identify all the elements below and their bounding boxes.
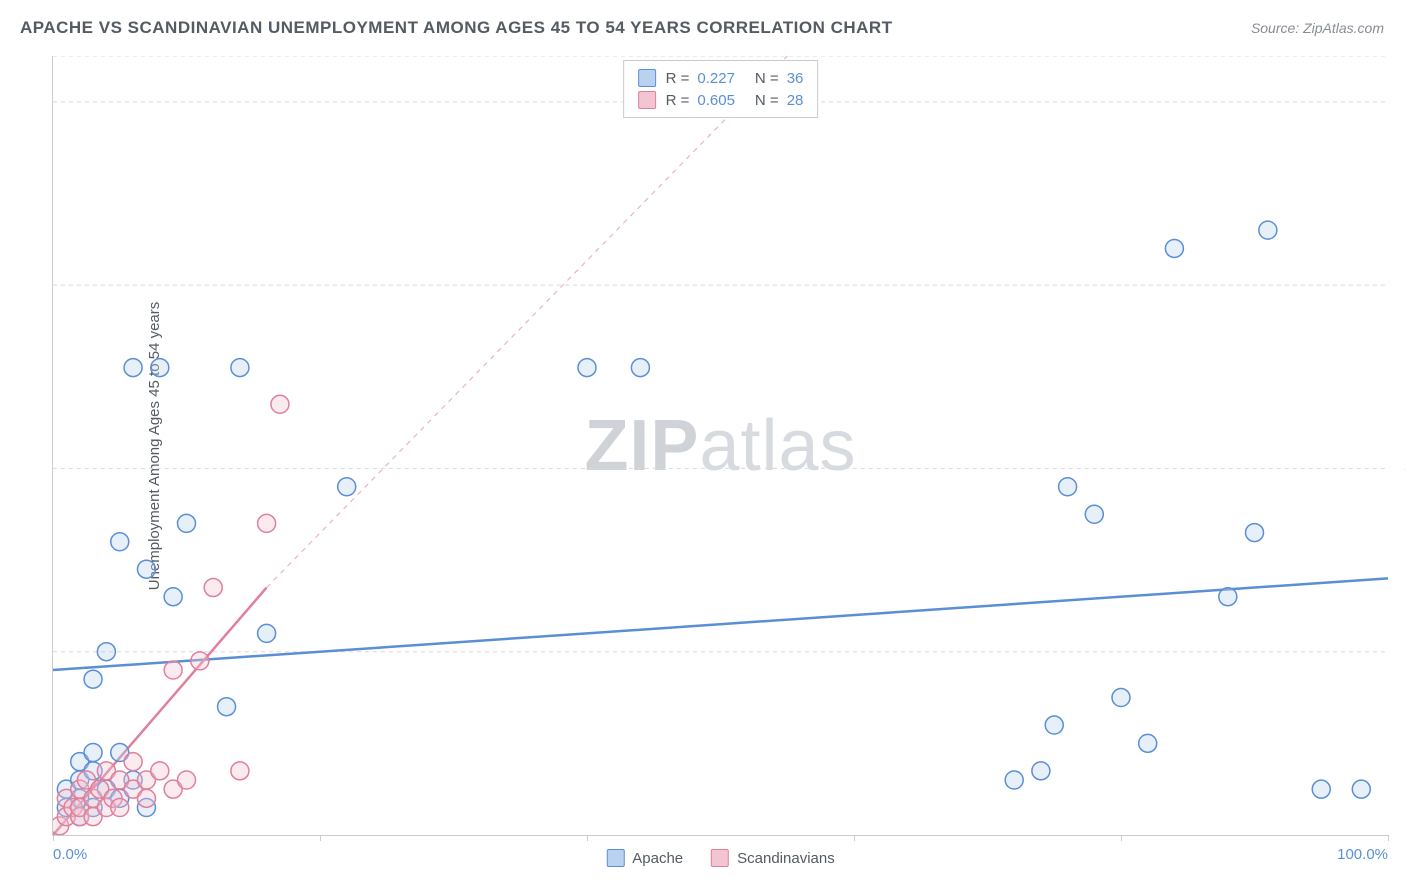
series-legend: Apache Scandinavians	[606, 849, 834, 867]
r-label: R =	[666, 92, 690, 109]
legend-item-scandinavians: Scandinavians	[711, 849, 835, 867]
x-tick-mark	[1121, 835, 1122, 841]
swatch-apache	[606, 849, 624, 867]
n-label: N =	[755, 92, 779, 109]
n-value-apache: 36	[787, 70, 804, 87]
n-value-scandinavians: 28	[787, 92, 804, 109]
x-tick-mark	[854, 835, 855, 841]
legend-item-apache: Apache	[606, 849, 683, 867]
legend-row-apache: R = 0.227 N = 36	[638, 67, 804, 89]
plot-area: ZIPatlas R = 0.227 N = 36 R = 0.605 N = …	[52, 56, 1388, 836]
x-tick-label: 0.0%	[53, 846, 87, 863]
swatch-scandinavians	[711, 849, 729, 867]
scatter-plot-svg	[53, 56, 1388, 835]
r-label: R =	[666, 70, 690, 87]
r-value-scandinavians: 0.605	[697, 92, 735, 109]
source-attribution: Source: ZipAtlas.com	[1251, 20, 1384, 36]
legend-label-scandinavians: Scandinavians	[737, 850, 835, 867]
chart-container: APACHE VS SCANDINAVIAN UNEMPLOYMENT AMON…	[0, 0, 1406, 892]
x-tick-label: 100.0%	[1337, 846, 1388, 863]
x-tick-mark	[587, 835, 588, 841]
correlation-legend: R = 0.227 N = 36 R = 0.605 N = 28	[623, 60, 819, 118]
x-tick-mark	[320, 835, 321, 841]
legend-label-apache: Apache	[632, 850, 683, 867]
n-label: N =	[755, 70, 779, 87]
swatch-scandinavians	[638, 91, 656, 109]
r-value-apache: 0.227	[697, 70, 735, 87]
swatch-apache	[638, 69, 656, 87]
x-tick-mark	[53, 835, 54, 841]
legend-row-scandinavians: R = 0.605 N = 28	[638, 89, 804, 111]
chart-title: APACHE VS SCANDINAVIAN UNEMPLOYMENT AMON…	[20, 18, 893, 38]
x-tick-mark	[1388, 835, 1389, 841]
